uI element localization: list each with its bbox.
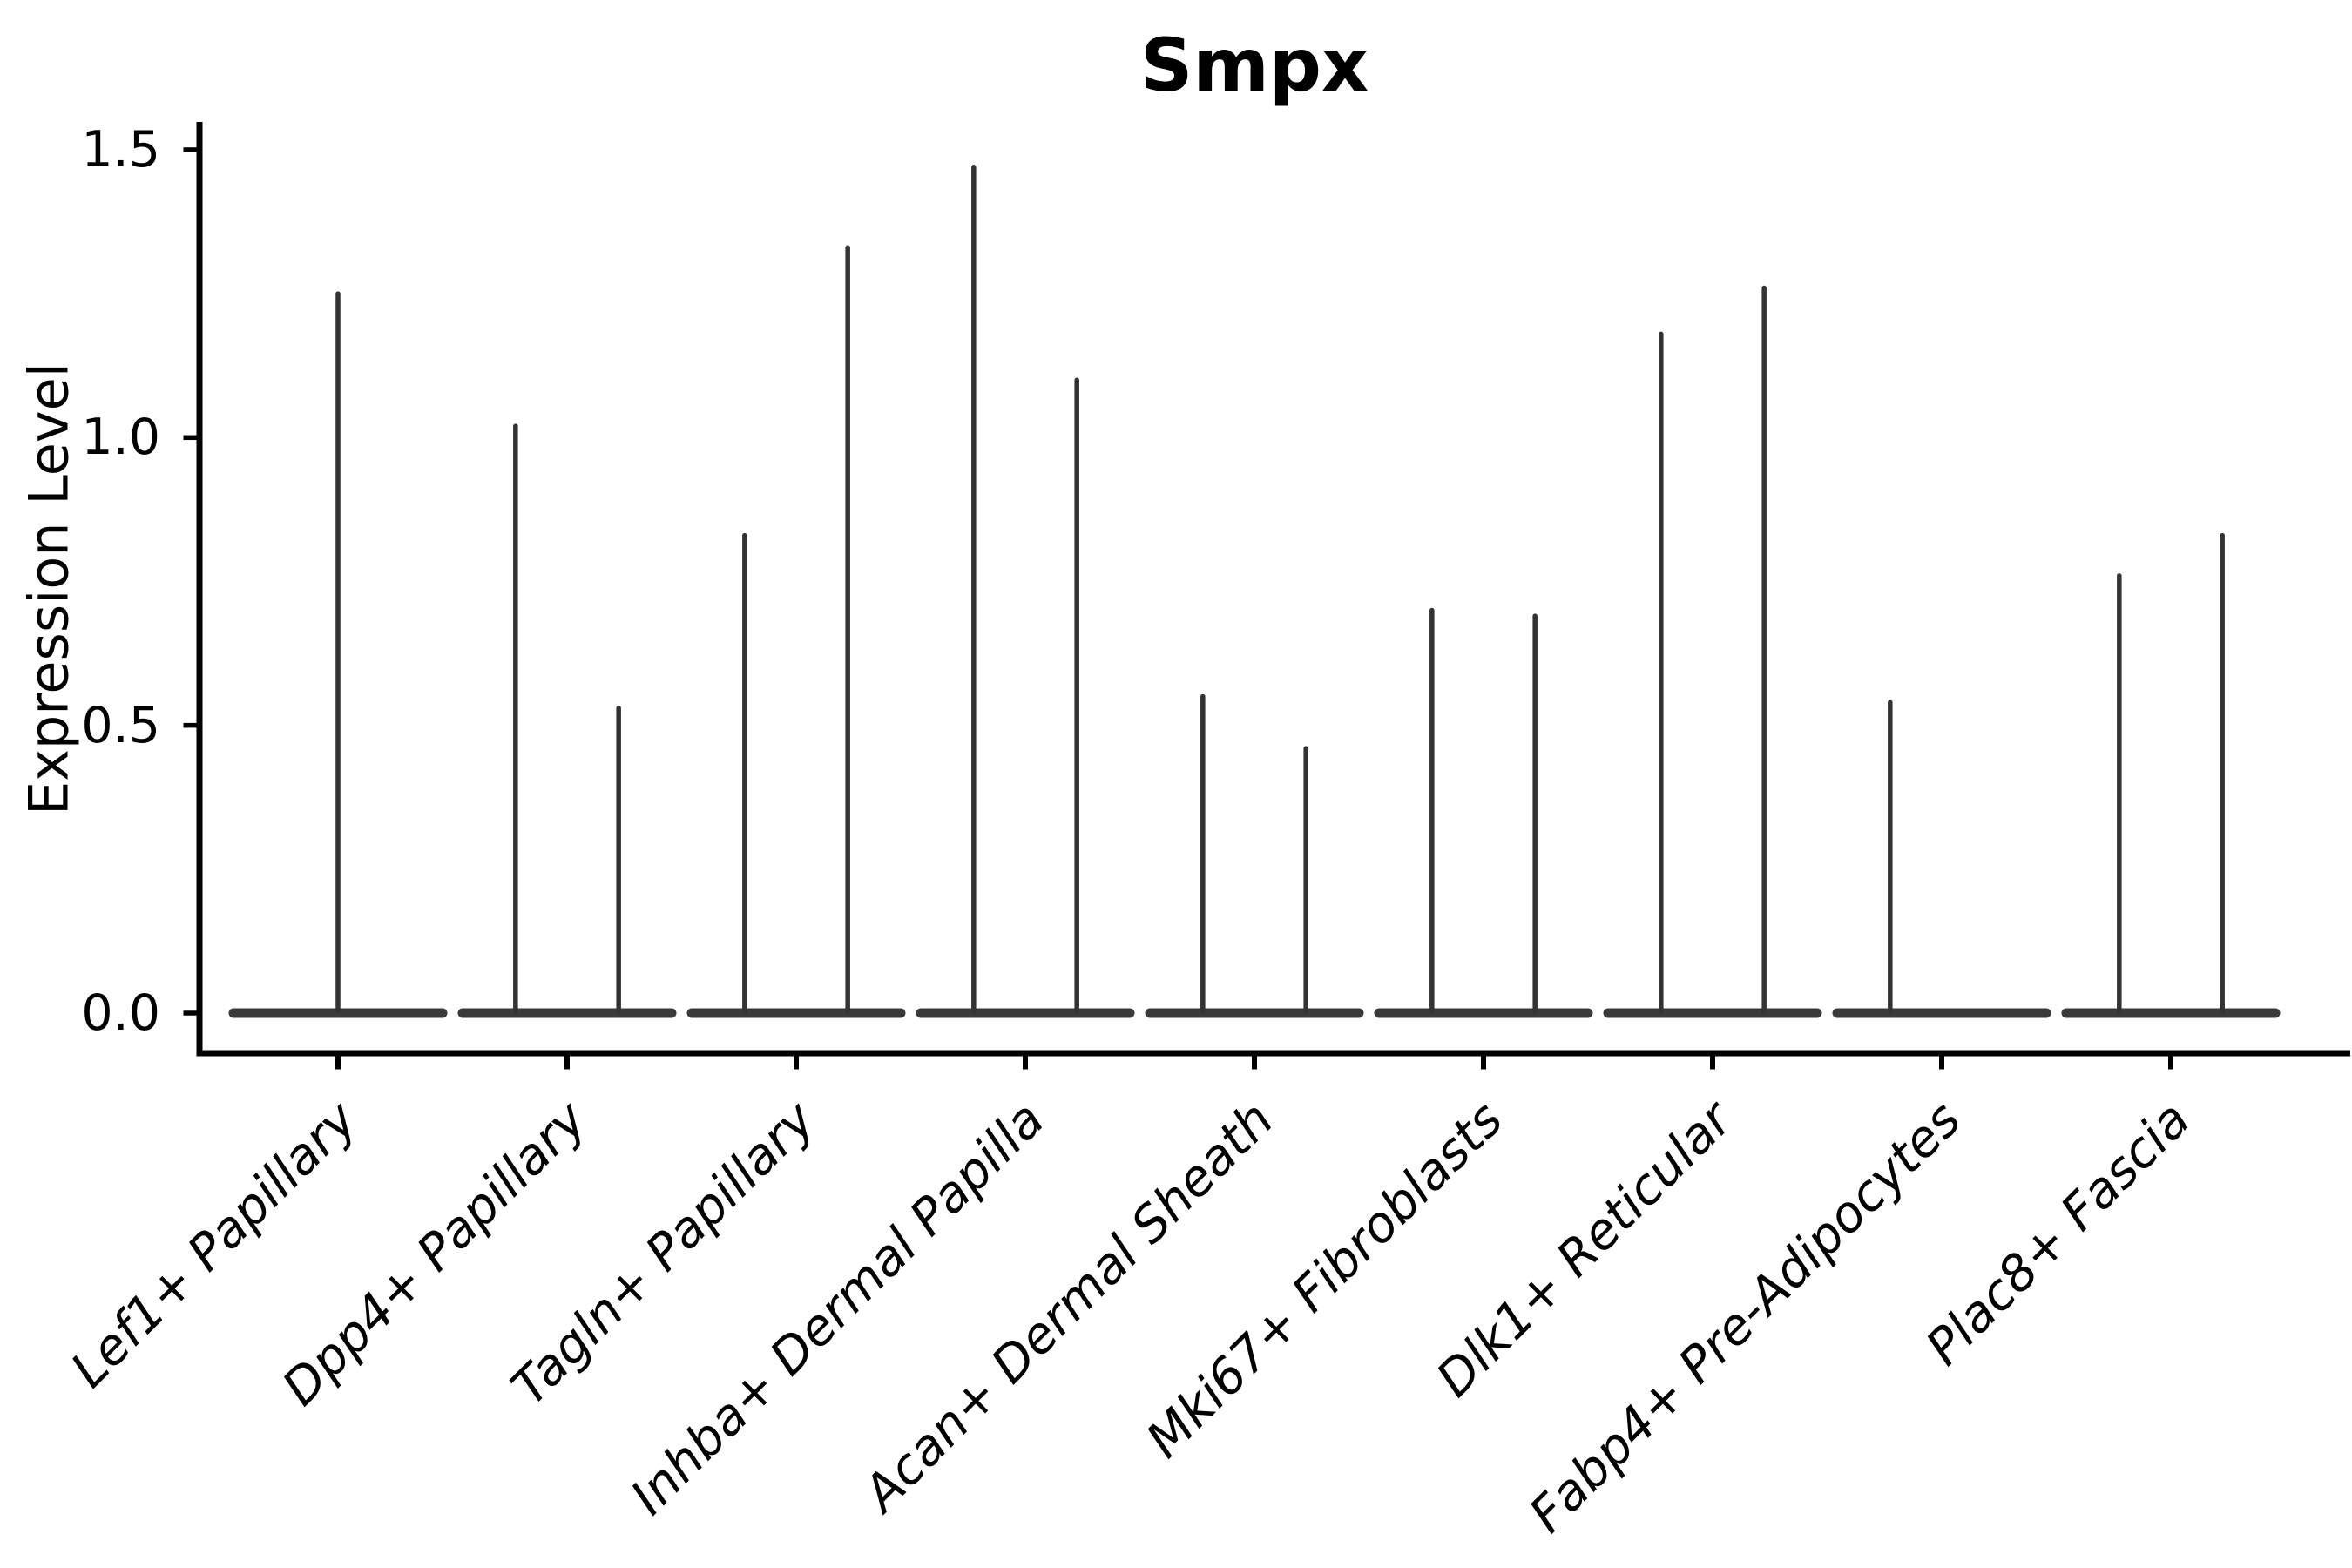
y-tick-label: 0.5 xyxy=(81,696,160,754)
y-tick-label: 1.5 xyxy=(81,120,160,179)
y-tick-label: 0.0 xyxy=(81,984,160,1042)
plot-title: Smpx xyxy=(1139,23,1369,108)
y-tick-label: 1.0 xyxy=(81,409,160,467)
